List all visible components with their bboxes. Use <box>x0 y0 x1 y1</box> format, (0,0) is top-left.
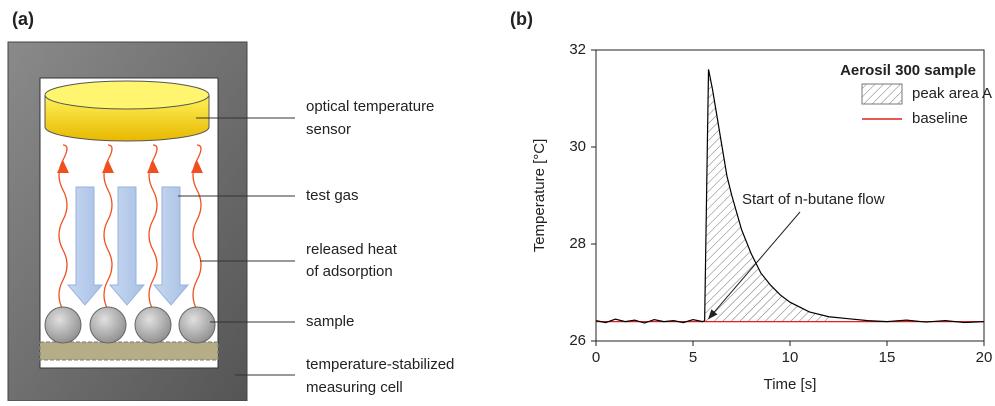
y-tick-label: 30 <box>569 138 586 155</box>
plot-frame <box>595 49 985 342</box>
callout: test gas <box>306 187 359 204</box>
callout: released heat <box>306 241 398 258</box>
callout: sensor <box>306 121 351 138</box>
temperature-line <box>595 69 985 324</box>
annotation: Start of n-butane flow <box>742 191 885 208</box>
x-tick-label: 15 <box>879 349 896 366</box>
x-tick-label: 20 <box>976 349 993 366</box>
callout: of adsorption <box>306 263 393 280</box>
legend-swatch <box>861 83 903 105</box>
callout: temperature-stabilized <box>306 356 454 373</box>
sample-particles <box>44 306 216 344</box>
panel-label: (b) <box>510 9 533 29</box>
x-tick-label: 5 <box>689 349 697 366</box>
leader-lines <box>178 117 295 376</box>
heat-arrowheads <box>57 160 203 173</box>
x-axis-label: Time [s] <box>764 376 817 393</box>
chart: 0 5 10 15 20 26 28 30 32 Time [s] Temperature [°C]… <box>531 41 992 393</box>
callout: sample <box>306 313 354 330</box>
annotation-arrow <box>707 211 801 320</box>
y-axis-label: Temperature [°C] <box>531 139 548 253</box>
gas-arrows <box>66 186 190 306</box>
panel-label: (a) <box>12 9 34 29</box>
x-tick-label: 10 <box>782 349 799 366</box>
y-tick-label: 32 <box>569 41 586 58</box>
callout: optical temperature <box>306 98 434 115</box>
legend-label: baseline <box>912 110 968 127</box>
peak-area <box>704 69 829 322</box>
callout: measuring cell <box>306 379 403 396</box>
y-tick-label: 26 <box>569 332 586 349</box>
x-tick-label: 0 <box>592 349 600 366</box>
sample-holder <box>39 341 219 361</box>
sensor <box>44 80 210 142</box>
legend-label: peak area A <box>912 85 992 102</box>
legend-title: Aerosil 300 sample <box>840 62 976 79</box>
y-tick-label: 28 <box>569 235 586 252</box>
